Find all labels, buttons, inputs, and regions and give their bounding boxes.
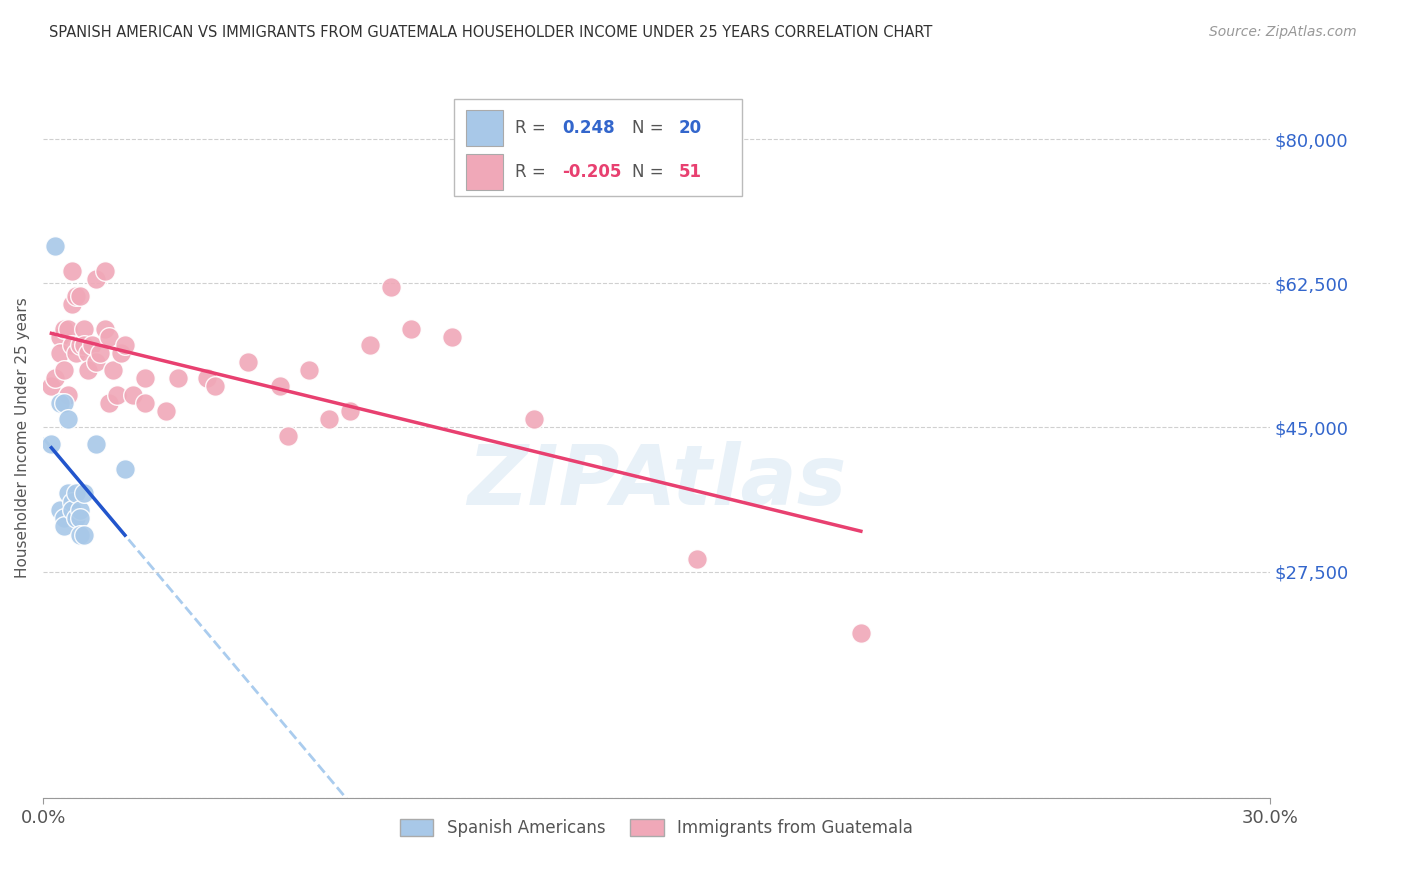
Point: [114, 461, 136, 475]
Point: [48, 396, 70, 410]
Text: N =: N =: [631, 163, 664, 181]
Point: [523, 412, 546, 426]
FancyBboxPatch shape: [454, 99, 742, 196]
Bar: [467, 154, 503, 190]
Point: [277, 428, 299, 442]
Point: [359, 338, 381, 352]
Point: [41, 379, 63, 393]
Point: [236, 354, 259, 368]
Point: [339, 404, 361, 418]
Point: [73, 486, 96, 500]
Point: [105, 387, 128, 401]
Point: [73, 338, 96, 352]
Point: [849, 626, 872, 640]
Point: [60, 297, 83, 311]
Point: [52, 511, 75, 525]
Point: [114, 338, 136, 352]
Point: [204, 379, 226, 393]
Text: Source: ZipAtlas.com: Source: ZipAtlas.com: [1209, 25, 1357, 39]
Text: SPANISH AMERICAN VS IMMIGRANTS FROM GUATEMALA HOUSEHOLDER INCOME UNDER 25 YEARS : SPANISH AMERICAN VS IMMIGRANTS FROM GUAT…: [49, 25, 932, 40]
Point: [298, 363, 321, 377]
Point: [60, 338, 83, 352]
Point: [269, 379, 291, 393]
Point: [77, 363, 100, 377]
Point: [77, 346, 100, 360]
Point: [441, 330, 464, 344]
Point: [93, 264, 115, 278]
Text: 20: 20: [679, 120, 702, 137]
Bar: [467, 111, 503, 146]
Point: [69, 511, 91, 525]
Text: ZIPAtlas: ZIPAtlas: [467, 441, 846, 522]
Point: [56, 387, 79, 401]
Point: [380, 280, 402, 294]
Point: [86, 437, 108, 451]
Point: [60, 264, 83, 278]
Point: [60, 494, 83, 508]
Point: [399, 321, 422, 335]
Text: R =: R =: [516, 163, 546, 181]
Point: [134, 396, 156, 410]
Point: [73, 527, 96, 541]
Point: [101, 363, 124, 377]
Point: [48, 346, 70, 360]
Point: [56, 486, 79, 500]
Point: [69, 338, 91, 352]
Point: [167, 371, 190, 385]
Point: [93, 321, 115, 335]
Point: [44, 239, 66, 253]
Point: [69, 527, 91, 541]
Point: [52, 396, 75, 410]
Point: [73, 321, 96, 335]
Point: [60, 503, 83, 517]
Text: 0.248: 0.248: [562, 120, 614, 137]
Point: [65, 346, 87, 360]
Point: [56, 412, 79, 426]
Point: [318, 412, 340, 426]
Point: [86, 272, 108, 286]
Point: [65, 289, 87, 303]
Point: [65, 511, 87, 525]
Text: 51: 51: [679, 163, 702, 181]
Point: [48, 503, 70, 517]
Point: [48, 330, 70, 344]
Point: [122, 387, 145, 401]
Y-axis label: Householder Income Under 25 years: Householder Income Under 25 years: [15, 297, 30, 578]
Text: N =: N =: [631, 120, 664, 137]
Point: [89, 346, 111, 360]
Text: -0.205: -0.205: [562, 163, 621, 181]
Point: [686, 552, 709, 566]
Point: [52, 519, 75, 533]
Point: [52, 321, 75, 335]
Point: [155, 404, 177, 418]
Point: [69, 503, 91, 517]
Point: [52, 363, 75, 377]
Point: [56, 321, 79, 335]
Point: [195, 371, 218, 385]
Point: [97, 396, 120, 410]
Point: [86, 354, 108, 368]
Point: [110, 346, 132, 360]
Text: R =: R =: [516, 120, 546, 137]
Point: [65, 486, 87, 500]
Point: [134, 371, 156, 385]
Point: [97, 330, 120, 344]
Point: [69, 289, 91, 303]
Point: [44, 371, 66, 385]
Point: [82, 338, 104, 352]
Point: [41, 437, 63, 451]
Legend: Spanish Americans, Immigrants from Guatemala: Spanish Americans, Immigrants from Guate…: [394, 813, 920, 844]
